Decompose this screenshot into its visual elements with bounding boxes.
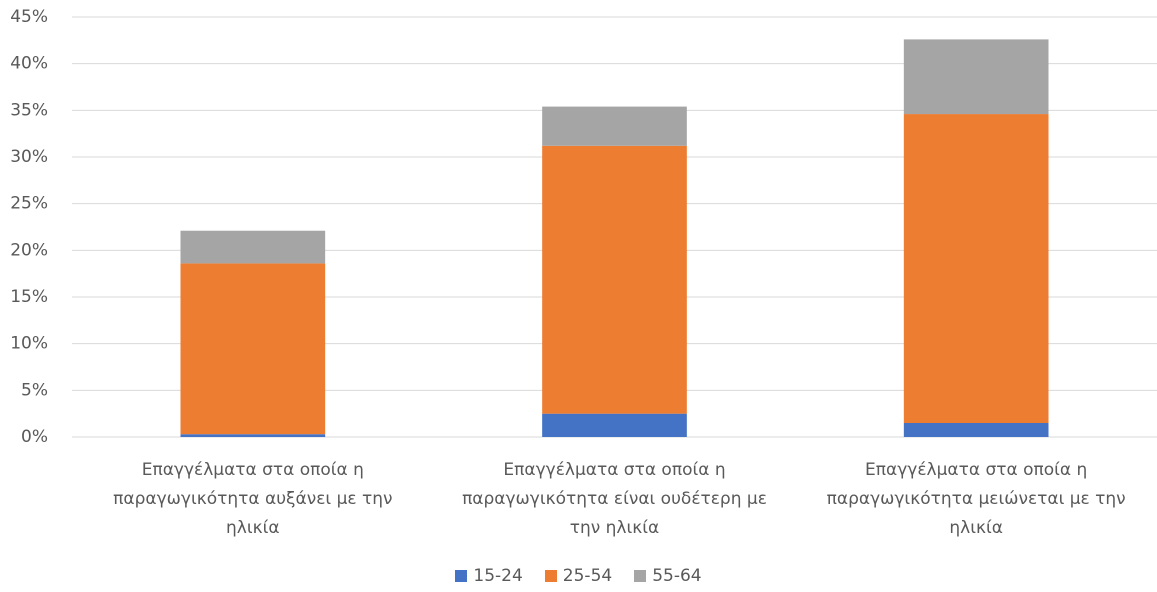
legend-swatch [544,570,557,582]
x-tick-label: Επαγγέλματα στα οποία η παραγωγικότητα ε… [462,460,767,538]
legend-label: 15-24 [473,566,523,586]
y-tick-label: 30% [10,147,48,167]
bar-segment [903,423,1049,437]
legend-swatch [455,570,468,582]
legend-item: 25-54 [544,566,613,586]
y-tick-label: 20% [10,240,48,260]
y-tick-label: 10% [10,334,48,354]
y-tick-label: 40% [10,54,48,74]
legend: 15-24 25-54 55-64 [0,566,1157,586]
bar-segment [180,263,326,435]
legend-item: 15-24 [455,566,523,586]
legend-swatch [634,570,647,582]
bar-segment [180,230,326,264]
bar-segment [180,434,326,437]
y-tick-label: 45% [10,7,48,27]
legend-label: 25-54 [562,566,613,586]
legend-label: 55-64 [652,566,702,586]
bar-segment [542,106,687,146]
y-tick-label: 5% [21,380,48,400]
y-tick-label: 35% [10,100,48,120]
legend-item: 55-64 [634,566,702,586]
bar-segment [542,145,687,414]
bar-segment [903,39,1049,115]
y-tick-label: 0% [21,427,48,447]
x-tick-label: Επαγγέλματα στα οποία η παραγωγικότητα μ… [826,460,1126,538]
bar-segment [903,114,1049,424]
y-tick-label: 25% [10,194,48,214]
y-tick-label: 15% [10,287,48,307]
x-tick-label: Επαγγέλματα στα οποία η παραγωγικότητα α… [113,460,393,538]
bar-segment [542,413,687,437]
